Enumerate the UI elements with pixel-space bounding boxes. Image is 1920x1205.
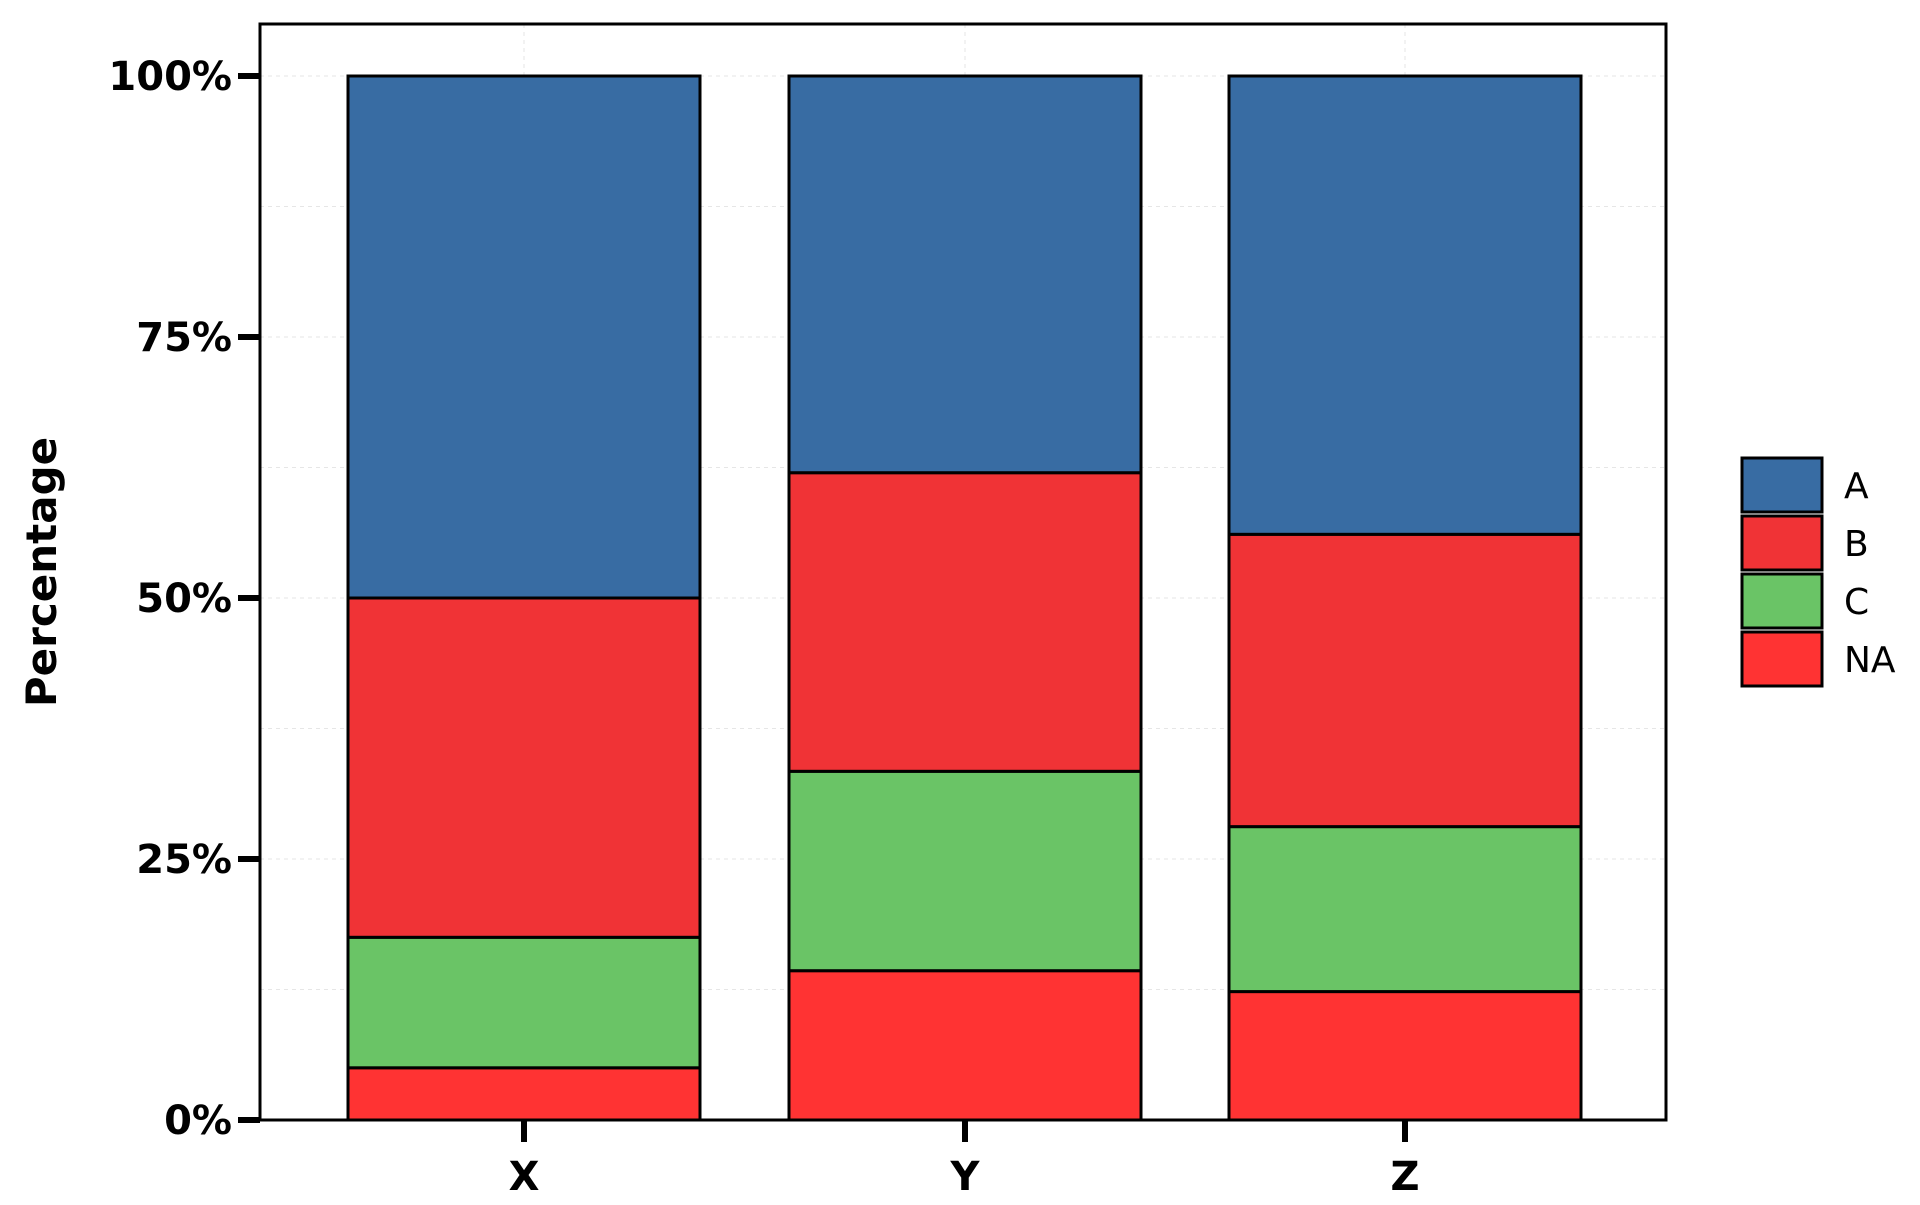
legend-label-na: NA [1844, 640, 1896, 681]
legend: ABC NA [1740, 456, 1896, 688]
bar-y-a [787, 74, 1143, 475]
x-tick-label: Z [1390, 1154, 1419, 1200]
y-tick-label: 100% [108, 54, 232, 100]
legend-swatch-c [1740, 572, 1824, 630]
bar-z-b [1227, 532, 1583, 829]
bars [346, 74, 1583, 1122]
legend-swatch-na [1740, 630, 1824, 688]
bar-y-c [787, 769, 1143, 973]
x-tick-label: X [509, 1154, 540, 1200]
y-tick-label: 0% [164, 1098, 232, 1144]
bar-z-a [1227, 74, 1583, 536]
bar-x-b [346, 596, 702, 939]
bar-x-c [346, 935, 702, 1070]
y-axis-label: Percentage [17, 437, 66, 707]
bar-x-na [346, 1066, 702, 1122]
bar-z-c [1227, 825, 1583, 994]
bar-x-a [346, 74, 702, 600]
legend-label-a: A [1844, 466, 1869, 507]
axes: 0% 25% 50% 75% 100% X Y Z [108, 54, 1419, 1200]
legend-swatch-a [1740, 456, 1824, 514]
y-tick-label: 75% [136, 315, 232, 361]
legend-label-b: B [1844, 524, 1869, 565]
legend-swatch-b [1740, 514, 1824, 572]
bar-y-b [787, 471, 1143, 773]
y-tick-label: 50% [136, 576, 232, 622]
x-tick-label: Y [950, 1154, 981, 1200]
legend-label-c: C [1844, 582, 1869, 623]
y-tick-label: 25% [136, 837, 232, 883]
bar-z-na [1227, 990, 1583, 1122]
bar-y-na [787, 969, 1143, 1122]
